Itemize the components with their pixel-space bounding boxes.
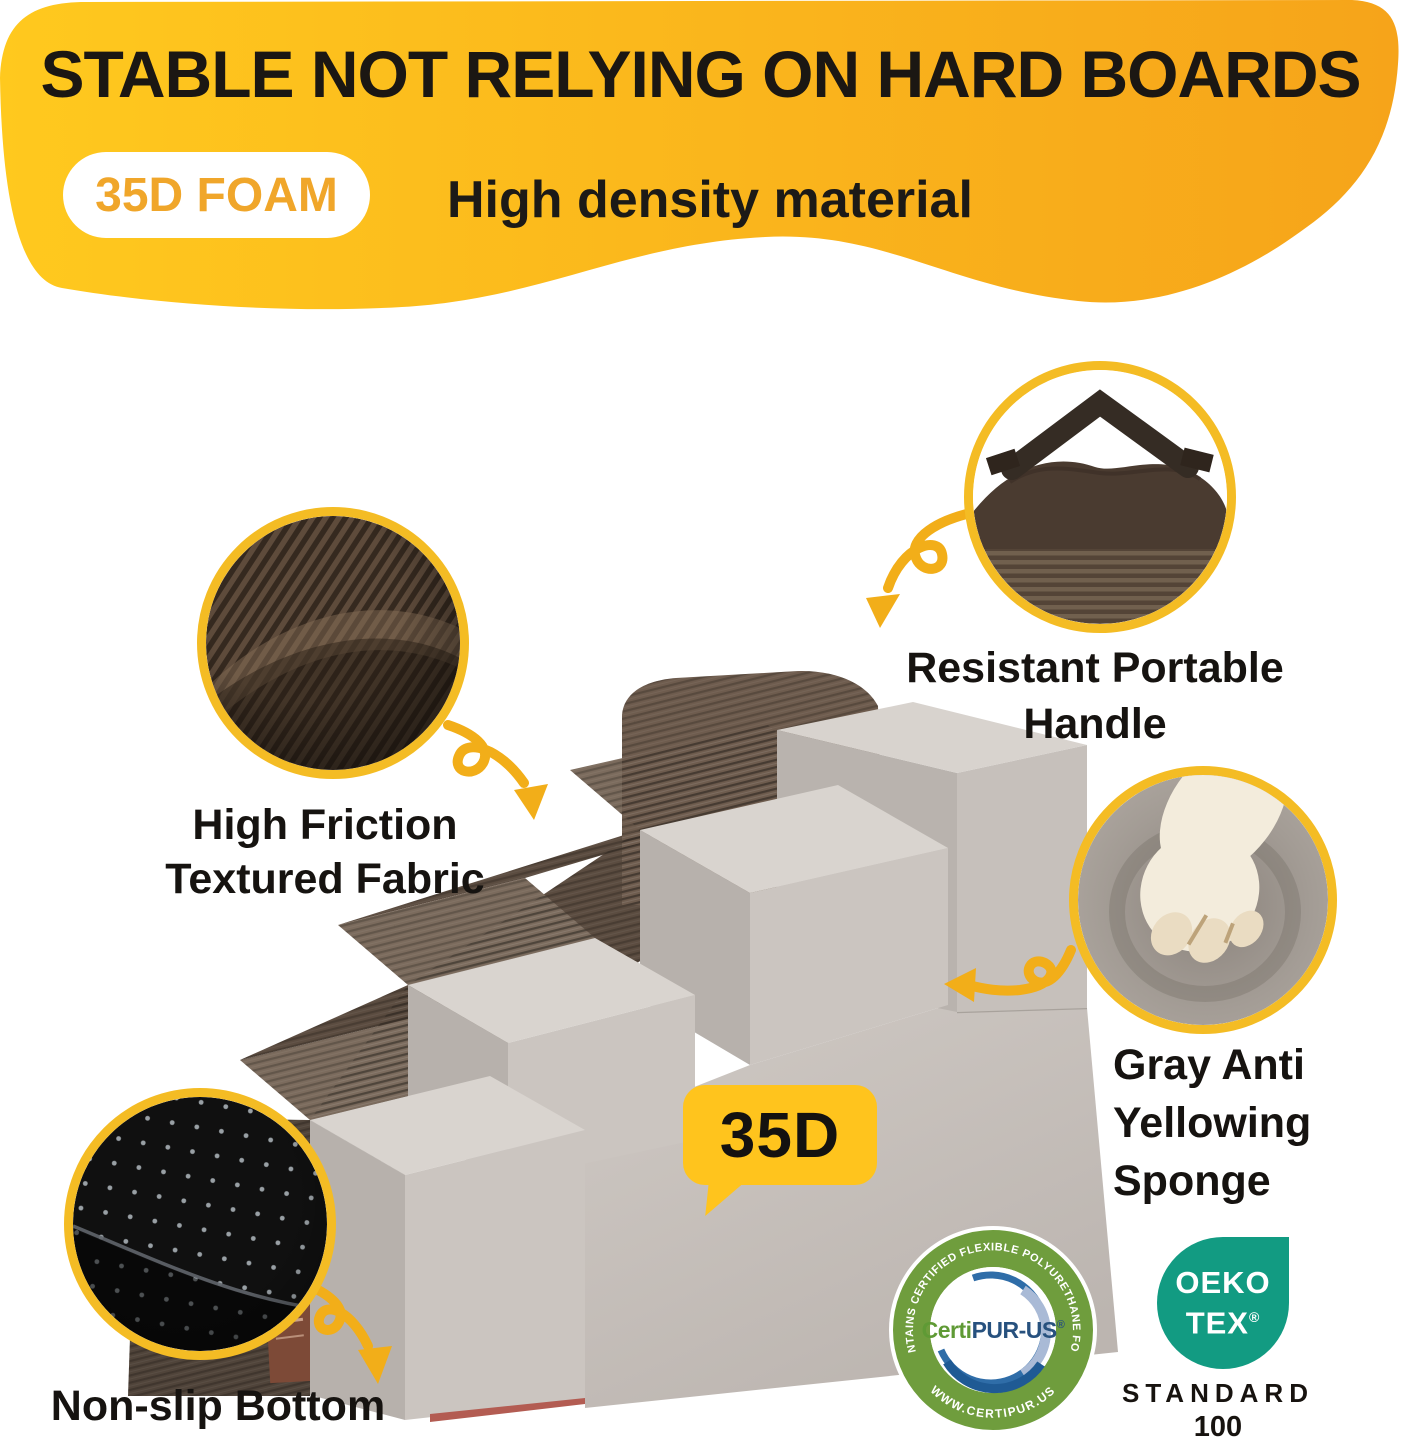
foam-density-bubble: 35D — [683, 1085, 877, 1185]
page-title: STABLE NOT RELYING ON HARD BOARDS — [40, 37, 1361, 111]
label-textured-fabric: High Friction Textured Fabric — [115, 798, 535, 906]
arrow-bottom — [305, 1281, 373, 1351]
oeko-reg-mark: ® — [1248, 1308, 1261, 1325]
certipur-reg-mark: ® — [1057, 1319, 1065, 1331]
dog-paw — [1140, 775, 1288, 963]
arrow-heads — [358, 594, 976, 1384]
certipur-wordmark: CertiPUR-US® — [922, 1317, 1065, 1343]
oeko-tex-text: TEX — [1185, 1305, 1249, 1341]
oeko-standard-100: STANDARD 100 — [1106, 1378, 1330, 1437]
handle-strap — [1001, 389, 1199, 480]
certipur-name-blue: PUR-US — [972, 1317, 1057, 1343]
oeko-tex-badge: OEKO TEX® — [1157, 1237, 1289, 1369]
certipur-us-badge: CONTAINS CERTIFIED FLEXIBLE POLYURETHANE… — [889, 1226, 1097, 1434]
arrow-sponge — [963, 945, 1076, 996]
arrow-handle — [883, 507, 980, 593]
fabric-texture-photo — [197, 507, 469, 779]
label-line: High Friction — [192, 801, 458, 849]
label-line: Sponge — [1113, 1157, 1271, 1205]
handle-photo — [964, 361, 1236, 633]
non-slip-fabric-photo — [64, 1088, 336, 1360]
label-non-slip-bottom: Non-slip Bottom — [50, 1382, 386, 1430]
foam-density-badge: 35D FOAM — [63, 152, 370, 238]
certipur-name-green: Certi — [922, 1317, 972, 1343]
label-line: Yellowing — [1113, 1099, 1312, 1147]
header-background — [0, 0, 1399, 310]
oeko-word2: TEX® — [1186, 1300, 1261, 1340]
foam-density-bubble-label: 35D — [719, 1099, 841, 1171]
label-line: Gray Anti — [1113, 1041, 1305, 1089]
oeko-standard-text: STANDARD — [1122, 1378, 1314, 1408]
paw-sponge-photo — [1069, 766, 1337, 1034]
label-line: Resistant Portable — [906, 644, 1284, 692]
label-portable-handle: Resistant Portable Handle — [880, 640, 1310, 752]
foam-density-badge-label: 35D FOAM — [95, 168, 338, 222]
header-subtitle: High density material — [447, 171, 973, 229]
label-gray-sponge: Gray Anti Yellowing Sponge — [1113, 1036, 1398, 1210]
oeko-word1: OEKO — [1175, 1264, 1271, 1300]
oeko-number-text: 100 — [1193, 1411, 1243, 1437]
label-line: Handle — [1023, 700, 1167, 748]
label-line: Textured Fabric — [165, 855, 485, 903]
arrow-fabric — [443, 720, 529, 788]
curved-arrows — [305, 507, 1076, 1351]
foam-base-trim — [430, 1398, 585, 1422]
